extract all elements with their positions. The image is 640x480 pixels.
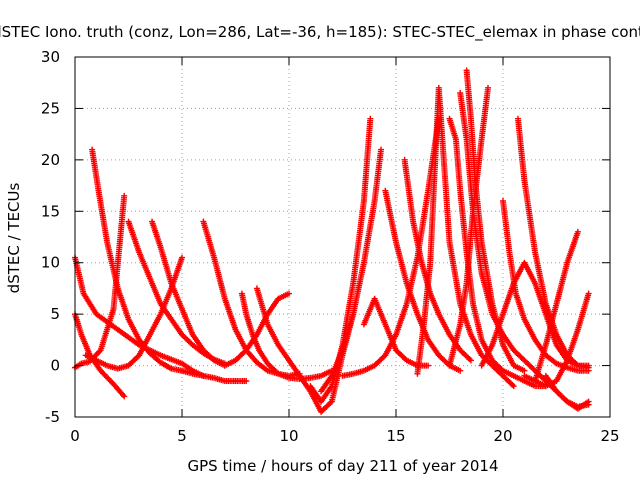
data-point: [457, 367, 464, 374]
data-point: [467, 357, 474, 364]
chart-title: dSTEC Iono. truth (conz, Lon=286, Lat=-3…: [0, 23, 640, 42]
series-arc-16: [360, 295, 432, 369]
y-tick-label: 30: [41, 48, 60, 66]
data-point: [585, 398, 592, 405]
data-point: [585, 290, 592, 297]
data-point: [425, 362, 432, 369]
series-arc-29: [542, 372, 592, 412]
y-tick-label: 25: [41, 99, 60, 117]
series-arc-26: [514, 115, 592, 371]
data-point: [179, 254, 185, 261]
data-point: [574, 228, 581, 235]
series-arc-14: [318, 146, 385, 395]
data-point: [243, 378, 250, 384]
x-tick-label: 15: [386, 427, 405, 445]
data-point: [121, 393, 128, 400]
series-arc-7: [149, 218, 228, 369]
x-tick-label: 0: [70, 427, 80, 445]
plot-area: [72, 67, 592, 415]
y-tick-label: 20: [41, 151, 60, 169]
series-arc-11: [238, 290, 335, 382]
x-tick-label: 10: [279, 427, 298, 445]
x-tick-label: 25: [600, 427, 619, 445]
y-tick-label: -5: [45, 408, 60, 426]
series-arc-3: [72, 254, 207, 379]
series-arc-8: [179, 367, 250, 384]
data-point: [485, 84, 492, 91]
series-arc-10: [221, 290, 292, 369]
data-point: [378, 146, 385, 153]
y-axis-ticks: -5 0 5 10 15 20 25 30: [41, 48, 610, 426]
series-arc-2: [72, 311, 128, 400]
x-axis-label: GPS time / hours of day 211 of year 2014: [188, 457, 499, 475]
data-point: [367, 115, 374, 122]
series-arc-4: [89, 146, 185, 374]
data-point: [121, 192, 128, 199]
series-arc-18: [401, 156, 474, 364]
x-tick-label: 5: [177, 427, 187, 445]
x-tick-label: 20: [493, 427, 512, 445]
plot-frame: [74, 56, 611, 418]
series-arc-13: [307, 115, 374, 405]
y-tick-label: 5: [50, 305, 60, 323]
y-tick-label: 15: [41, 202, 60, 220]
series-arc-17: [382, 187, 464, 374]
x-axis-ticks: 0 5 10 15 20 25: [70, 57, 620, 445]
series-arc-23: [463, 67, 528, 374]
data-point: [585, 364, 592, 371]
y-tick-label: 10: [41, 254, 60, 272]
data-point: [510, 383, 517, 390]
chart-axes: [74, 56, 611, 418]
y-tick-label: 0: [50, 357, 60, 375]
data-point: [521, 367, 528, 374]
data-point: [286, 290, 292, 297]
y-axis-label: dSTEC / TECUs: [5, 182, 23, 293]
